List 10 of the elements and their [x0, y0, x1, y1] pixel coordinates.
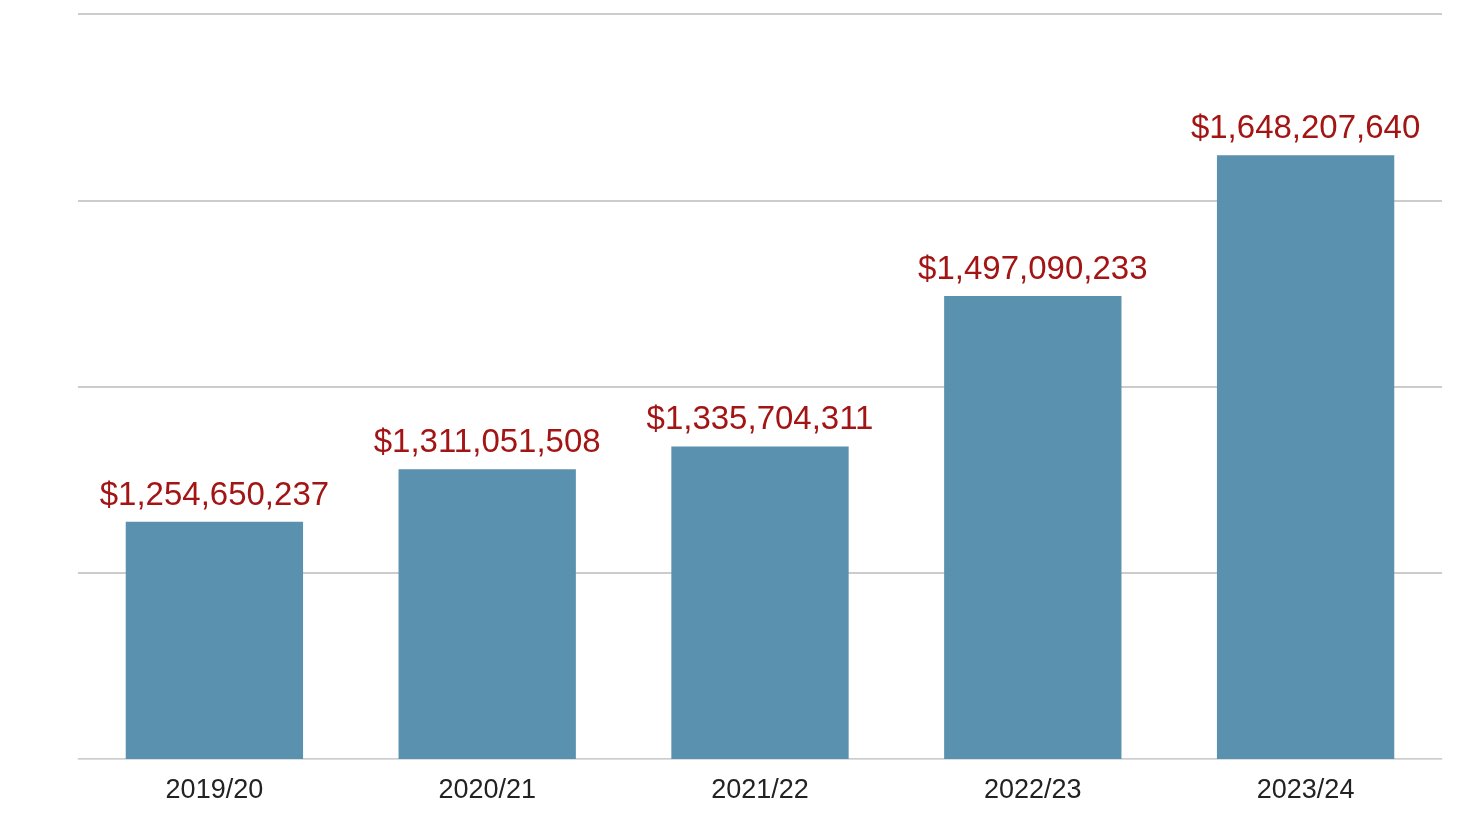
- x-tick-label: 2023/24: [1256, 773, 1355, 804]
- data-label: $1,254,650,237: [99, 474, 330, 512]
- data-label: $1,311,051,508: [373, 422, 601, 460]
- x-tick-label: 2021/22: [711, 773, 809, 804]
- data-label: $1,648,207,640: [1190, 108, 1421, 146]
- data-label: $1,335,704,311: [646, 399, 874, 437]
- x-tick-label: 2019/20: [165, 773, 264, 804]
- x-tick-label: 2020/21: [438, 773, 536, 804]
- x-tick-label: 2022/23: [984, 773, 1082, 804]
- data-label: $1,497,090,233: [918, 249, 1148, 287]
